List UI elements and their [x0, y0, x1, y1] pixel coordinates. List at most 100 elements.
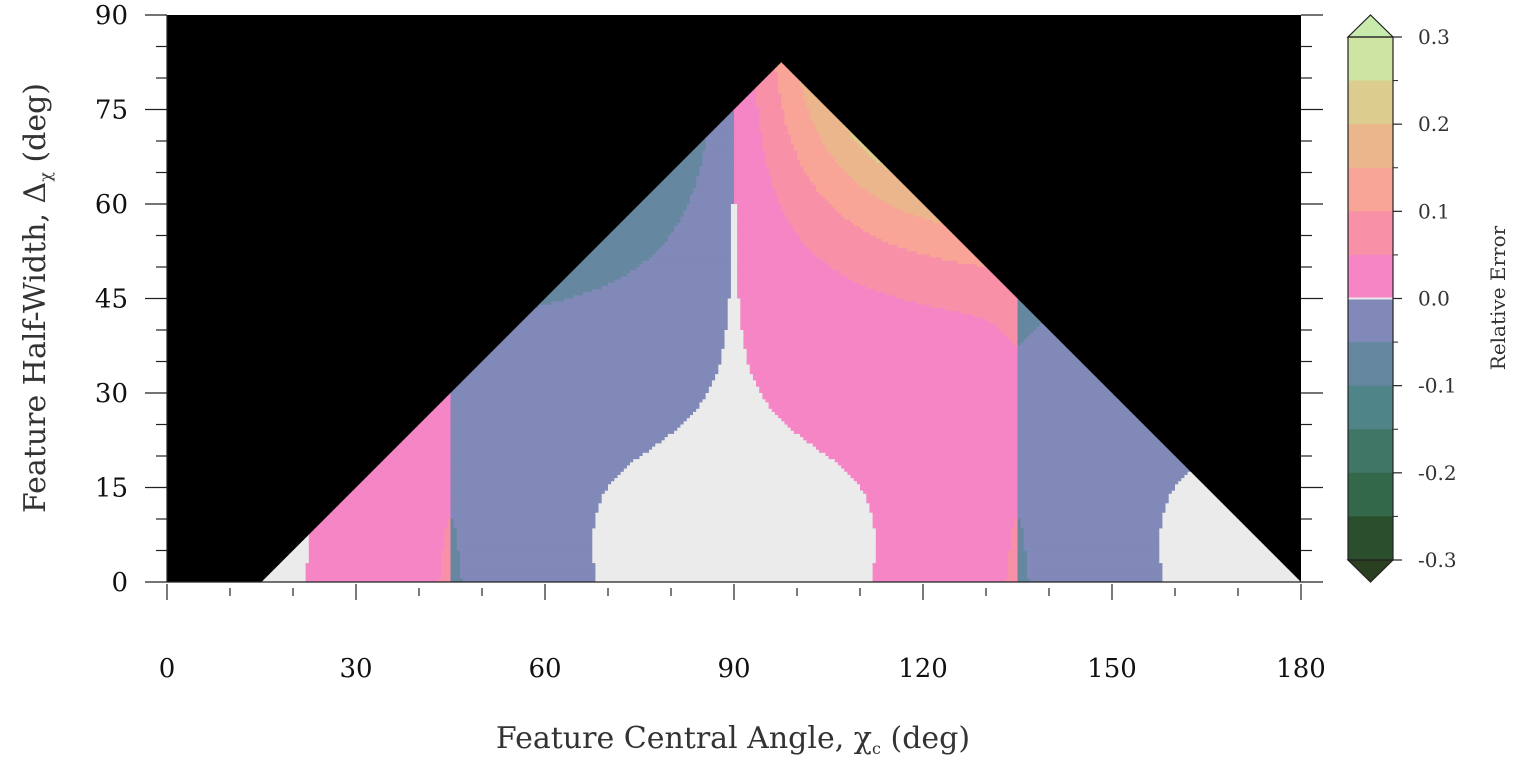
contour-cell [592, 547, 877, 552]
contour-cell [450, 380, 713, 385]
contour-cell [784, 421, 1019, 426]
contour-cell [450, 345, 726, 350]
contour-cell [721, 348, 748, 353]
contour-cell [708, 125, 735, 130]
contour-cell [734, 109, 760, 114]
contour-cell [308, 559, 442, 564]
contour-cell [1017, 471, 1189, 476]
contour-cell [595, 519, 874, 523]
contour-cell [774, 411, 1018, 416]
contour-cell [601, 500, 867, 504]
contour-cell [847, 172, 896, 177]
contour-cell [828, 200, 886, 205]
contour-cell [904, 298, 1019, 303]
contour-cell [734, 131, 763, 136]
contour-cell [633, 207, 688, 211]
contour-cell [740, 304, 930, 309]
contour-cell [1017, 553, 1028, 558]
contour-cell [450, 471, 622, 476]
contour-cell [756, 103, 782, 107]
contour-cell [793, 229, 864, 233]
contour-cell [595, 515, 874, 520]
contour-cell [806, 100, 833, 104]
contour-cell [809, 109, 836, 114]
contour-cell [1023, 537, 1160, 542]
contour-cell [822, 137, 855, 142]
contour-cell [623, 468, 845, 473]
contour-cell [737, 254, 817, 259]
contour-cell [655, 181, 697, 186]
contour-cell [828, 456, 1019, 460]
contour-cell [702, 150, 735, 155]
contour-cell [538, 304, 729, 309]
contour-cell [727, 320, 741, 325]
contour-cell [737, 226, 795, 230]
contour-cell [872, 575, 1009, 580]
contour-cell [781, 103, 808, 107]
contour-cell [1159, 550, 1301, 555]
contour-cell [787, 128, 817, 133]
contour-cell [450, 553, 461, 558]
contour-cell [860, 226, 962, 230]
contour-cell [718, 367, 751, 372]
contour-cell [768, 172, 807, 177]
contour-cell [450, 405, 700, 410]
contour-cell [803, 166, 842, 170]
contour-cell [699, 169, 735, 174]
contour-cell [1017, 456, 1208, 460]
contour-cell [768, 166, 804, 170]
contour-cell [806, 106, 836, 111]
contour-cell [866, 285, 1019, 290]
contour-cell [875, 537, 1012, 542]
contour-cell [793, 226, 861, 230]
contour-cell [308, 553, 442, 558]
contour-cell [737, 229, 795, 233]
contour-cell [841, 166, 886, 170]
contour-cell [592, 541, 877, 545]
contour-cell [1017, 465, 1195, 470]
contour-cell [815, 254, 930, 259]
contour-cell [667, 433, 801, 438]
contour-cell [756, 383, 1019, 388]
contour-cell [1017, 443, 1223, 448]
contour-cell [592, 235, 669, 240]
contour-cell [869, 232, 1006, 237]
contour-cell [1162, 525, 1301, 530]
contour-cell [1026, 553, 1160, 558]
contour-cell [885, 292, 1019, 296]
contour-cell [1017, 474, 1185, 479]
contour-cell [450, 424, 681, 429]
contour-cell [749, 367, 1019, 372]
contour-cell [642, 452, 826, 457]
contour-cell [734, 194, 779, 199]
contour-cell [450, 519, 455, 523]
contour-cell [450, 496, 603, 501]
contour-cell [778, 194, 823, 199]
contour-cell [841, 213, 915, 218]
contour-cell [1026, 575, 1163, 580]
contour-cell [730, 204, 738, 208]
colorbar-over-triangle [1346, 14, 1395, 38]
contour-cell [765, 156, 798, 161]
contour-cell [686, 204, 732, 208]
contour-cell [293, 484, 452, 489]
contour-cell [283, 474, 452, 479]
contour-cell [740, 311, 962, 315]
contour-cell [837, 210, 905, 215]
contour-cell [734, 166, 770, 170]
contour-cell [1017, 559, 1028, 564]
contour-cell [819, 449, 1018, 454]
contour-cell [689, 197, 735, 202]
contour-cell [1017, 484, 1176, 489]
contour-cell [1026, 556, 1160, 561]
contour-cell [523, 307, 729, 312]
contour-cell [815, 125, 845, 130]
contour-cell [790, 427, 1019, 432]
x-tick-label: 0 [159, 654, 176, 684]
contour-cell [1162, 569, 1301, 574]
contour-cell [800, 235, 877, 240]
contour-cell [652, 254, 732, 259]
contour-cell [734, 141, 763, 145]
contour-cell [1026, 550, 1160, 555]
contour-cell [308, 537, 445, 542]
